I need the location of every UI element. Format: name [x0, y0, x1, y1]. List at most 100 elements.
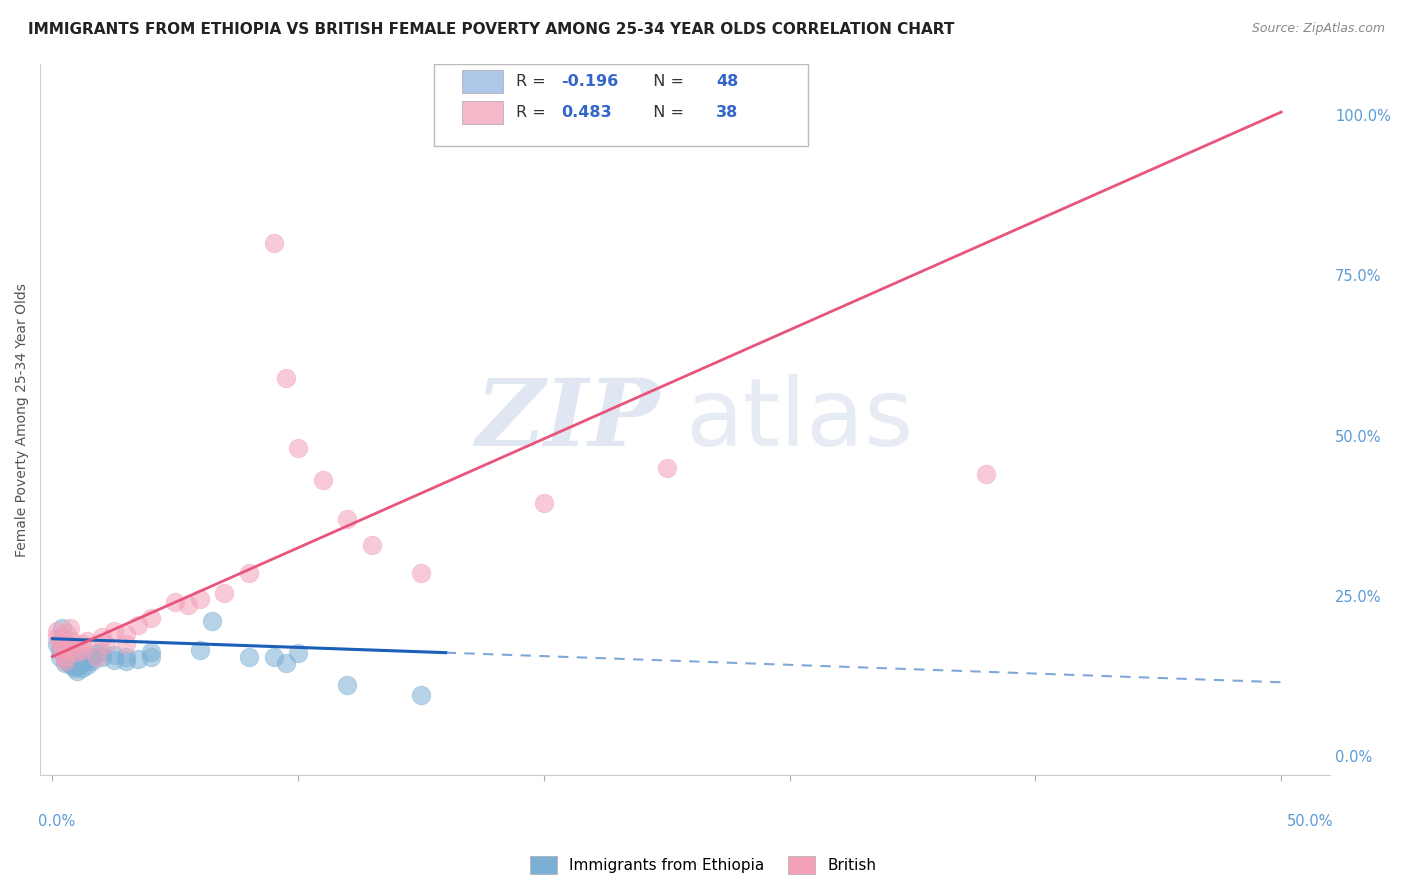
Point [53, 649, 76, 664]
Point [115, 627, 138, 641]
Point [274, 371, 297, 385]
Point [533, 496, 555, 510]
Point [274, 656, 297, 670]
Point [409, 566, 432, 581]
Point [60, 654, 83, 668]
Text: 0.0%: 0.0% [38, 814, 75, 830]
Point [76, 657, 98, 672]
Point [46, 631, 69, 645]
Text: R =: R = [516, 105, 551, 120]
Point [70, 660, 93, 674]
Point [360, 537, 382, 551]
Point [115, 637, 138, 651]
Text: R =: R = [516, 74, 551, 89]
Point [103, 648, 125, 662]
Legend: Immigrants from Ethiopia, British: Immigrants from Ethiopia, British [523, 850, 883, 880]
Point [103, 653, 125, 667]
Point [59, 643, 82, 657]
Point [238, 566, 260, 581]
Point [49, 649, 72, 664]
Point [66, 645, 89, 659]
Point [409, 688, 432, 702]
Point [46, 637, 69, 651]
Point [46, 624, 69, 638]
Point [655, 460, 678, 475]
Point [214, 585, 236, 599]
Point [86, 647, 108, 661]
Point [56, 654, 79, 668]
Point [51, 631, 73, 645]
Point [53, 656, 76, 670]
Point [59, 621, 82, 635]
Point [53, 649, 76, 664]
Point [176, 599, 198, 613]
Point [49, 643, 72, 657]
Point [60, 640, 83, 654]
Text: N =: N = [643, 74, 689, 89]
Point [59, 649, 82, 664]
Text: ZIP: ZIP [475, 375, 659, 465]
Point [127, 651, 149, 665]
Point [70, 643, 93, 657]
Point [63, 656, 86, 670]
Point [86, 649, 108, 664]
Text: Source: ZipAtlas.com: Source: ZipAtlas.com [1251, 22, 1385, 36]
Point [49, 635, 72, 649]
Point [127, 617, 149, 632]
Point [90, 631, 112, 645]
Text: IMMIGRANTS FROM ETHIOPIA VS BRITISH FEMALE POVERTY AMONG 25-34 YEAR OLDS CORRELA: IMMIGRANTS FROM ETHIOPIA VS BRITISH FEMA… [28, 22, 955, 37]
Point [56, 647, 79, 661]
Point [60, 659, 83, 673]
Point [80, 649, 103, 664]
Text: 48: 48 [716, 74, 738, 89]
Text: 38: 38 [716, 105, 738, 120]
Text: -0.196: -0.196 [561, 74, 619, 89]
Point [51, 621, 73, 635]
Point [263, 236, 285, 251]
Point [336, 678, 359, 692]
Text: 50.0%: 50.0% [1286, 814, 1333, 830]
Point [66, 665, 89, 679]
Point [63, 660, 86, 674]
Point [336, 512, 359, 526]
Point [139, 645, 162, 659]
Point [90, 649, 112, 664]
Point [312, 474, 335, 488]
Point [59, 656, 82, 670]
Point [238, 649, 260, 664]
Point [70, 649, 93, 664]
Point [76, 633, 98, 648]
Point [115, 654, 138, 668]
Point [76, 653, 98, 667]
Point [70, 637, 93, 651]
Point [53, 654, 76, 668]
Point [56, 637, 79, 651]
Text: 0.483: 0.483 [561, 105, 612, 120]
Point [201, 615, 224, 629]
Point [115, 649, 138, 664]
Point [60, 633, 83, 648]
Point [63, 649, 86, 664]
Point [165, 595, 187, 609]
Point [80, 654, 103, 668]
Point [70, 656, 93, 670]
Point [287, 647, 309, 661]
Text: N =: N = [643, 105, 689, 120]
Point [139, 611, 162, 625]
Point [188, 643, 211, 657]
FancyBboxPatch shape [463, 70, 503, 93]
Point [287, 442, 309, 456]
Point [263, 649, 285, 664]
Point [974, 467, 997, 481]
Point [66, 659, 89, 673]
FancyBboxPatch shape [433, 64, 808, 145]
FancyBboxPatch shape [463, 101, 503, 124]
Y-axis label: Female Poverty Among 25-34 Year Olds: Female Poverty Among 25-34 Year Olds [15, 283, 30, 557]
Point [139, 649, 162, 664]
Point [60, 647, 83, 661]
Point [96, 637, 118, 651]
Point [66, 653, 89, 667]
Point [188, 592, 211, 607]
Point [56, 627, 79, 641]
Point [51, 640, 73, 654]
